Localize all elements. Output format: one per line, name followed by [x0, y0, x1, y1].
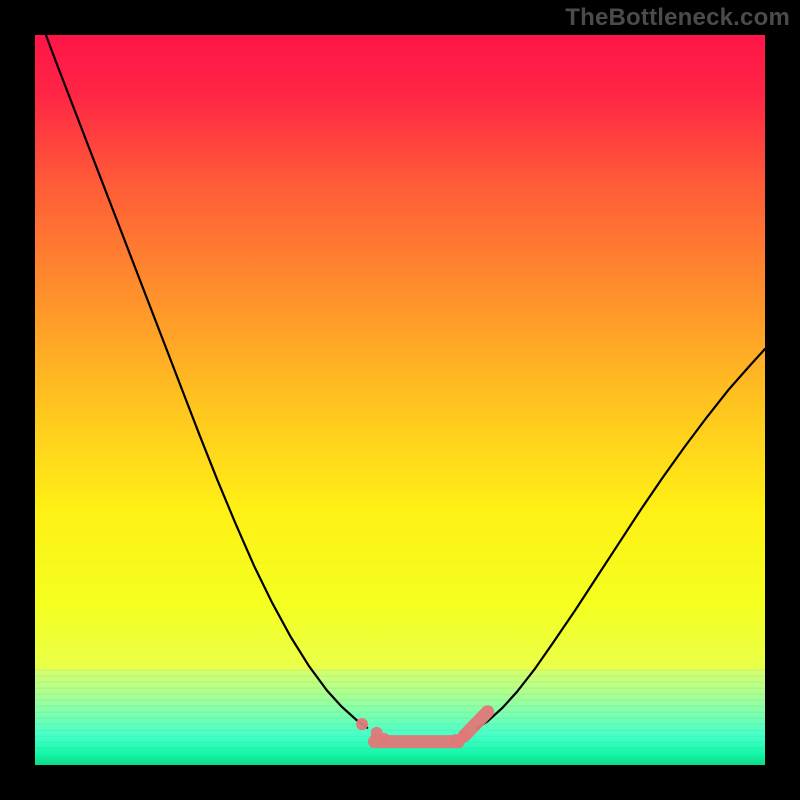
chart-stage: TheBottleneck.com — [0, 0, 800, 800]
plot-area — [35, 35, 765, 765]
gradient-background — [35, 35, 765, 765]
attribution-text: TheBottleneck.com — [565, 4, 790, 32]
